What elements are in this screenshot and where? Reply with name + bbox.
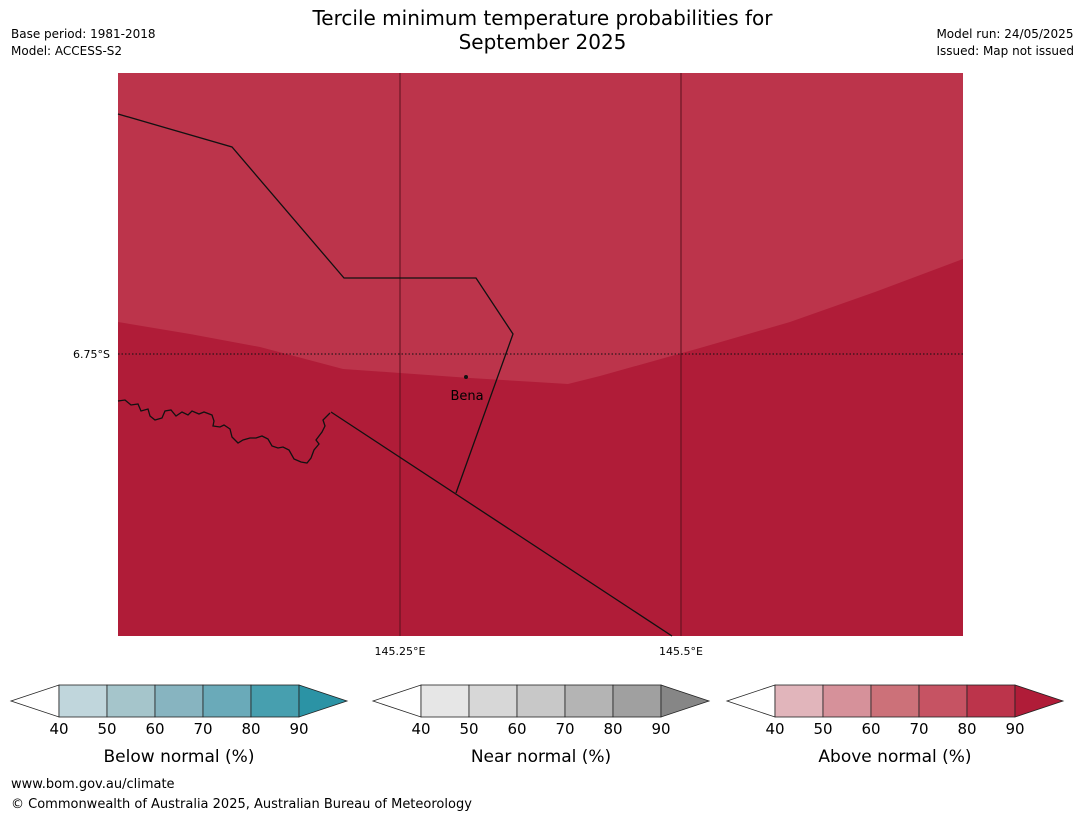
legend-tick-label: 70: [193, 720, 212, 738]
legend-swatch: [822, 684, 872, 718]
legend-tick-label: 70: [909, 720, 928, 738]
legend-above-normal: 40 50 60 70 80 90 Above normal (%): [725, 684, 1065, 767]
legend-swatch: [468, 684, 518, 718]
legend-swatch: [966, 684, 1016, 718]
legend-swatch: [420, 684, 470, 718]
legend-arrow-high: [660, 684, 711, 718]
longitude-label-145-25: 145.25°E: [375, 645, 426, 658]
legend-tick-label: 40: [411, 720, 430, 738]
legend-tick-label: 60: [861, 720, 880, 738]
model-run: Model run: 24/05/2025: [936, 27, 1074, 41]
bena-place-label: Bena: [450, 389, 483, 404]
issued-status: Issued: Map not issued: [936, 44, 1074, 58]
latitude-label: 6.75°S: [73, 348, 110, 361]
longitude-label-145-5: 145.5°E: [659, 645, 703, 658]
map-area: Bena 6.75°S 145.25°E 145.5°E: [73, 73, 963, 658]
legend-tick-label: 50: [97, 720, 116, 738]
legend-swatch: [154, 684, 204, 718]
legend-tick-label: 90: [289, 720, 308, 738]
legend-tick-label: 40: [765, 720, 784, 738]
footer-copyright: © Commonwealth of Australia 2025, Austra…: [11, 797, 472, 812]
meta-right: Model run: 24/05/2025 Issued: Map not is…: [936, 26, 1074, 60]
legend-swatch: [58, 684, 108, 718]
province-border-north: [117, 113, 514, 494]
legend-title: Above normal (%): [818, 747, 971, 767]
legend-tick-label: 80: [241, 720, 260, 738]
legend-title: Near normal (%): [471, 747, 611, 767]
title-line-2: September 2025: [458, 30, 627, 54]
legend-swatch: [202, 684, 252, 718]
footer: www.bom.gov.au/climate © Commonwealth of…: [11, 775, 472, 815]
base-period: Base period: 1981-2018: [11, 27, 156, 41]
legend-arrow-high: [298, 684, 349, 718]
legend-tick-label: 70: [555, 720, 574, 738]
legend-tick-label: 50: [813, 720, 832, 738]
legend-arrow-low: [371, 684, 422, 718]
legend-tick-label: 60: [145, 720, 164, 738]
model-name: Model: ACCESS-S2: [11, 44, 123, 58]
legend-tick-label: 50: [459, 720, 478, 738]
legend-tick-label: 40: [49, 720, 68, 738]
legend-arrow-high: [1014, 684, 1065, 718]
legend-swatch: [774, 684, 824, 718]
legend-swatch: [918, 684, 968, 718]
legend-tick-label: 80: [603, 720, 622, 738]
legend-arrow-low: [9, 684, 60, 718]
legend-swatch: [516, 684, 566, 718]
legend-swatch: [870, 684, 920, 718]
legend-swatch: [106, 684, 156, 718]
legend-tick-label: 90: [651, 720, 670, 738]
meta-left: Base period: 1981-2018 Model: ACCESS-S2: [11, 26, 156, 60]
legend-swatch: [564, 684, 614, 718]
footer-url: www.bom.gov.au/climate: [11, 777, 175, 792]
legend-tick-label: 80: [957, 720, 976, 738]
legend-title: Below normal (%): [104, 747, 255, 767]
bena-location-marker: [464, 375, 468, 379]
legend-near-normal: 40 50 60 70 80 90 Near normal (%): [371, 684, 711, 767]
legend-below-normal: 40 50 60 70 80 90 Below normal (%): [9, 684, 349, 767]
title-line-1: Tercile minimum temperature probabilitie…: [312, 6, 773, 30]
province-border-river: [117, 399, 331, 464]
legend-swatch: [612, 684, 662, 718]
region-above-70-80: [118, 73, 963, 384]
legend-tick-label: 90: [1005, 720, 1024, 738]
legend-tick-label: 60: [507, 720, 526, 738]
province-border-south: [330, 411, 673, 637]
legend-swatch: [250, 684, 300, 718]
map-title: Tercile minimum temperature probabilitie…: [0, 6, 1085, 54]
legend-arrow-low: [725, 684, 776, 718]
